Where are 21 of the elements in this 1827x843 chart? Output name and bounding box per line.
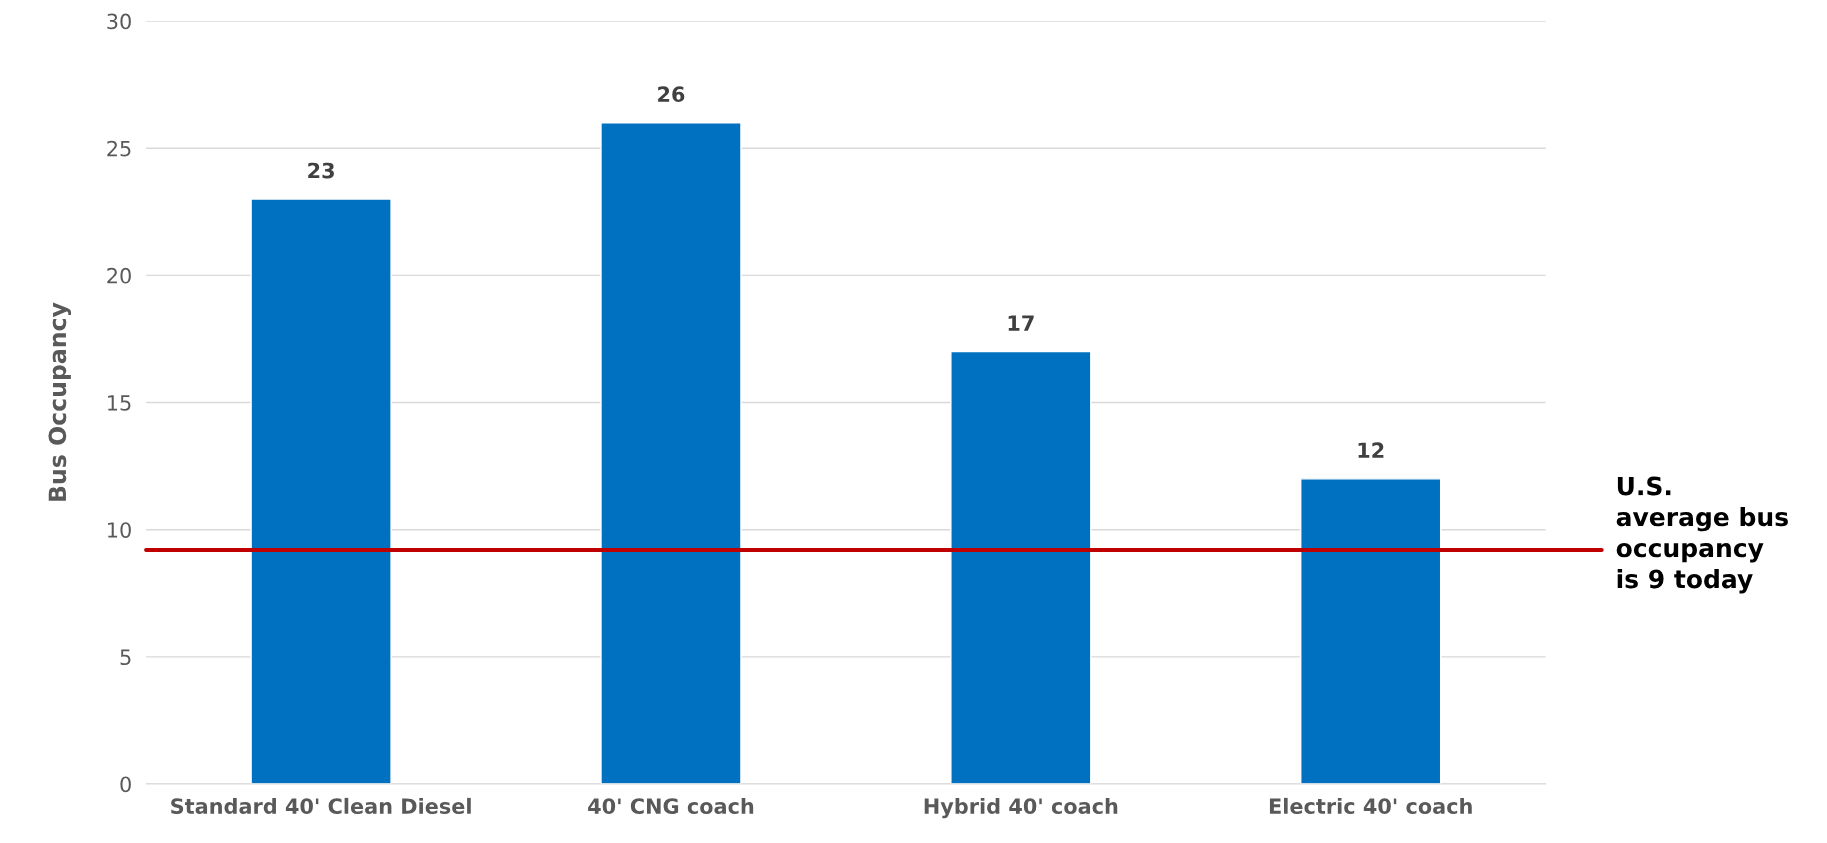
y-tick-label: 0 — [120, 776, 131, 793]
y-tick-label: 20 — [107, 267, 131, 284]
y-axis-title: Bus Occupancy — [48, 302, 72, 501]
bar — [600, 122, 742, 784]
bar — [250, 198, 392, 784]
data-label: 17 — [1008, 315, 1034, 331]
x-tick-label: Standard 40' Clean Diesel — [171, 797, 471, 815]
bar — [1300, 478, 1442, 784]
x-tick-label: 40' CNG coach — [588, 797, 754, 815]
data-label: 26 — [658, 86, 685, 103]
ref-line-label: U.S. average bus occupancy is 9 today — [1616, 476, 1788, 594]
y-tick-label: 25 — [107, 140, 131, 157]
x-tick-label: Hybrid 40' coach — [924, 797, 1118, 819]
bar — [950, 350, 1092, 784]
data-label: 23 — [308, 162, 334, 179]
y-tick-label: 5 — [120, 649, 131, 666]
data-label: 12 — [1358, 442, 1384, 458]
y-tick-label: 30 — [107, 13, 131, 30]
y-tick-label: 10 — [108, 522, 131, 538]
x-tick-label: Electric 40' coach — [1269, 797, 1472, 815]
y-tick-label: 15 — [108, 395, 131, 411]
